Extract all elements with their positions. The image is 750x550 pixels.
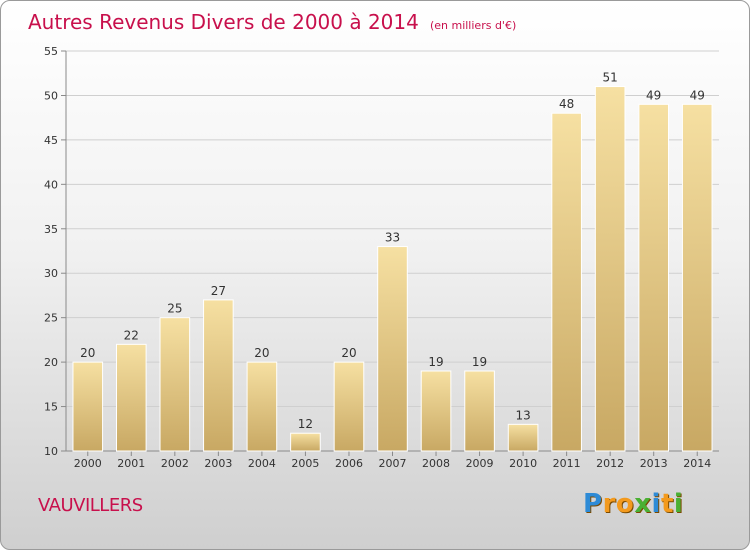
x-tick-label: 2013	[640, 457, 668, 470]
commune-name: VAUVILLERS	[38, 495, 143, 516]
bar-2003	[203, 299, 234, 452]
bar-2005	[290, 432, 321, 452]
data-label: 22	[124, 328, 139, 342]
data-label: 12	[298, 417, 313, 431]
x-tick-label: 2011	[553, 457, 581, 470]
data-label: 19	[472, 355, 487, 369]
bar-2008	[420, 370, 452, 452]
y-tick-label: 20	[44, 356, 58, 369]
x-tick-label: 2001	[117, 457, 145, 470]
title-text: Autres Revenus Divers de 2000 à 2014	[28, 10, 419, 34]
x-tick-label: 2006	[335, 457, 363, 470]
x-tick-label: 2004	[248, 457, 276, 470]
x-tick-label: 2014	[683, 457, 711, 470]
data-label: 13	[515, 408, 530, 422]
x-tick-label: 2005	[291, 457, 319, 470]
x-tick-label: 2007	[379, 457, 407, 470]
logo-letter: t	[660, 489, 674, 519]
y-tick-label: 55	[44, 45, 58, 58]
x-tick-label: 2012	[596, 457, 624, 470]
bar-2012	[594, 86, 626, 452]
bar-2014	[681, 103, 713, 452]
unit-text: (en milliers d'€)	[429, 19, 517, 32]
data-label: 49	[690, 88, 705, 102]
logo-letter: i	[673, 489, 684, 519]
bar-2001	[115, 343, 147, 452]
bar-2000	[72, 361, 104, 452]
bar-2004	[246, 361, 278, 452]
bar-2006	[333, 361, 365, 452]
y-tick-label: 45	[44, 134, 58, 147]
x-tick-label: 2008	[422, 457, 450, 470]
bar-2002	[159, 317, 191, 452]
logo-letter: i	[651, 489, 661, 519]
logo-letter: r	[602, 489, 616, 519]
data-label: 20	[254, 346, 269, 360]
bar-2011	[551, 112, 582, 452]
y-tick-label: 25	[44, 312, 58, 325]
x-tick-label: 2010	[509, 457, 537, 470]
data-label: 51	[603, 71, 618, 85]
data-label: 19	[428, 355, 443, 369]
x-tick-label: 2003	[204, 457, 232, 470]
data-label: 49	[646, 88, 661, 102]
labels: 10 15 20 25 30 35 40 45 50 55 20 2000 22 2001 25 2002 27…	[44, 45, 711, 470]
y-tick-label: 35	[44, 223, 58, 236]
x-tick-label: 2002	[161, 457, 189, 470]
y-tick-label: 15	[44, 401, 58, 414]
bar-2009	[464, 370, 495, 452]
data-label: 20	[80, 346, 95, 360]
bars	[72, 86, 713, 452]
data-label: 25	[167, 302, 182, 316]
x-tick-label: 2009	[466, 457, 494, 470]
logo-letter: x	[634, 489, 652, 519]
data-label: 20	[341, 346, 356, 360]
bar-2013	[638, 103, 670, 452]
logo-letter: P	[583, 489, 603, 519]
y-tick-label: 30	[44, 267, 58, 280]
x-tick-label: 2000	[74, 457, 102, 470]
y-tick-label: 50	[44, 89, 58, 102]
data-label: 48	[559, 97, 574, 111]
logo-letter: o	[615, 489, 635, 519]
y-tick-label: 40	[44, 178, 58, 191]
data-label: 33	[385, 231, 400, 245]
y-tick-label: 10	[44, 445, 58, 458]
bar-2010	[507, 423, 539, 452]
chart-title: Autres Revenus Divers de 2000 à 2014 (en…	[28, 10, 516, 34]
bar-2007	[377, 246, 408, 452]
data-label: 27	[211, 284, 226, 298]
proxiti-logo: Proxiti	[583, 489, 683, 519]
